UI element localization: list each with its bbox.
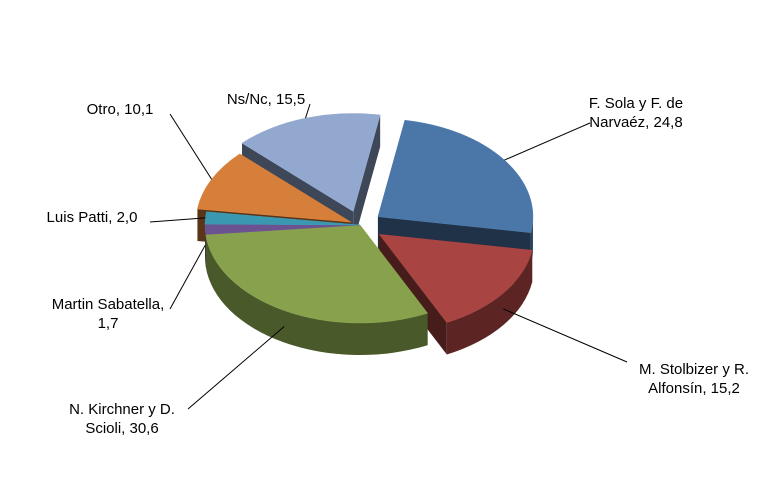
leader-line-6: [305, 103, 311, 119]
data-label-3: Martin Sabatella, 1,7: [52, 296, 165, 332]
pie-slice-1: [378, 234, 533, 323]
leader-line-4: [149, 217, 206, 223]
data-label-line: M. Stolbizer y R.: [639, 361, 749, 378]
leader-lines: [149, 103, 628, 410]
data-label-line: Ns/Nc, 15,5: [227, 91, 305, 108]
data-label-5: Otro, 10,1: [87, 101, 154, 118]
data-labels: F. Sola y F. de Narvaéz, 24,8 M. Stolbizer…: [47, 91, 749, 437]
leader-line-3: [169, 245, 206, 310]
data-label-0: F. Sola y F. de Narvaéz, 24,8: [589, 95, 683, 131]
pie-slice-0: [377, 119, 534, 233]
slice-rim-2-0: [205, 234, 428, 355]
data-label-line: N. Kirchner y D.: [69, 401, 175, 418]
slice-rim-1-0: [446, 250, 533, 355]
data-label-line: Otro, 10,1: [87, 101, 154, 118]
pie-slice-tops: [197, 113, 534, 324]
leader-line-5: [169, 113, 213, 180]
leader-line-0: [504, 122, 591, 161]
data-label-6: Ns/Nc, 15,5: [227, 91, 305, 108]
data-label-line: F. Sola y F. de: [589, 95, 683, 112]
data-label-1: M. Stolbizer y R. Alfonsín, 15,2: [639, 361, 749, 397]
data-label-2: N. Kirchner y D. Scioli, 30,6: [69, 401, 175, 437]
data-label-line: 1,7: [98, 315, 119, 332]
leader-line-1: [503, 308, 628, 363]
data-label-line: Scioli, 30,6: [85, 420, 158, 437]
data-label-4: Luis Patti, 2,0: [47, 209, 138, 226]
leader-line-2: [187, 326, 285, 410]
slice-wall-6-1: [353, 114, 381, 244]
data-label-line: Alfonsín, 15,2: [648, 380, 740, 397]
pie-slice-2: [205, 224, 429, 324]
pie-slice-6: [241, 113, 381, 212]
pie-slice-4: [204, 211, 361, 226]
data-label-line: Luis Patti, 2,0: [47, 209, 138, 226]
data-label-line: Narvaéz, 24,8: [589, 114, 682, 131]
data-label-line: Martin Sabatella,: [52, 296, 165, 313]
